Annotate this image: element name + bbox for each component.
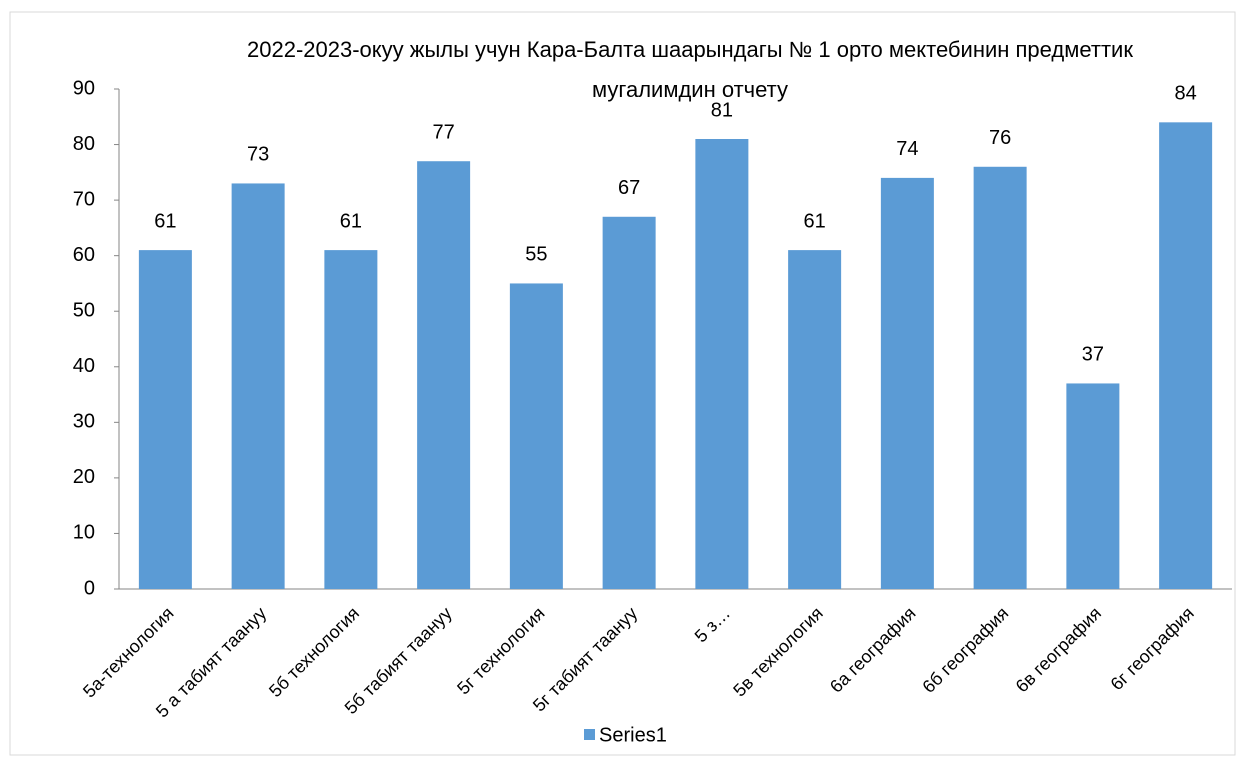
bar: [788, 250, 842, 589]
data-label: 61: [340, 210, 362, 232]
data-label: 74: [896, 138, 918, 160]
y-tick-label: 30: [73, 411, 95, 433]
x-tick-label: 5а-технология: [79, 603, 178, 702]
data-label: 84: [1175, 83, 1197, 105]
y-tick-label: 80: [73, 133, 95, 155]
x-tick-label: 5 з…: [691, 603, 734, 646]
x-tick-label: 5в технология: [729, 603, 826, 700]
bar: [138, 250, 192, 589]
bar: [1066, 383, 1120, 589]
data-label: 37: [1082, 344, 1104, 366]
y-tick-label: 0: [84, 577, 95, 599]
y-tick-label: 10: [73, 522, 95, 544]
y-tick-label: 70: [73, 188, 95, 210]
x-tick-label: 5б технология: [265, 603, 363, 701]
bar: [417, 161, 471, 589]
y-tick-label: 20: [73, 466, 95, 488]
x-tick-label: 6в география: [1012, 603, 1105, 696]
data-label: 73: [247, 144, 269, 166]
data-label: 61: [804, 210, 826, 232]
x-tick-label: 5г технология: [453, 603, 548, 698]
bar: [231, 183, 285, 589]
chart-title: 2022-2023-окуу жылы учун Кара-Балта шаар…: [247, 37, 1133, 102]
data-label: 67: [618, 177, 640, 199]
y-tick-label: 40: [73, 355, 95, 377]
data-label: 55: [525, 244, 547, 266]
x-tick-label: 6б география: [918, 603, 1012, 697]
bar: [324, 250, 378, 589]
legend-label: Series1: [599, 724, 667, 746]
data-label: 61: [154, 210, 176, 232]
data-label: 77: [433, 122, 455, 144]
data-label: 81: [711, 99, 733, 121]
chart-border: [9, 11, 1236, 756]
bar: [695, 139, 749, 589]
data-label: 76: [989, 127, 1011, 149]
y-tick-label: 60: [73, 244, 95, 266]
x-tick-label: 6а география: [826, 603, 920, 697]
bar: [509, 283, 563, 589]
bar: [973, 166, 1027, 589]
y-tick-label: 90: [73, 77, 95, 99]
y-tick-label: 50: [73, 300, 95, 322]
bar: [880, 177, 934, 589]
bar: [1159, 122, 1213, 589]
legend-swatch: [584, 729, 595, 740]
bar: [602, 216, 656, 589]
x-tick-label: 6г география: [1107, 603, 1198, 694]
